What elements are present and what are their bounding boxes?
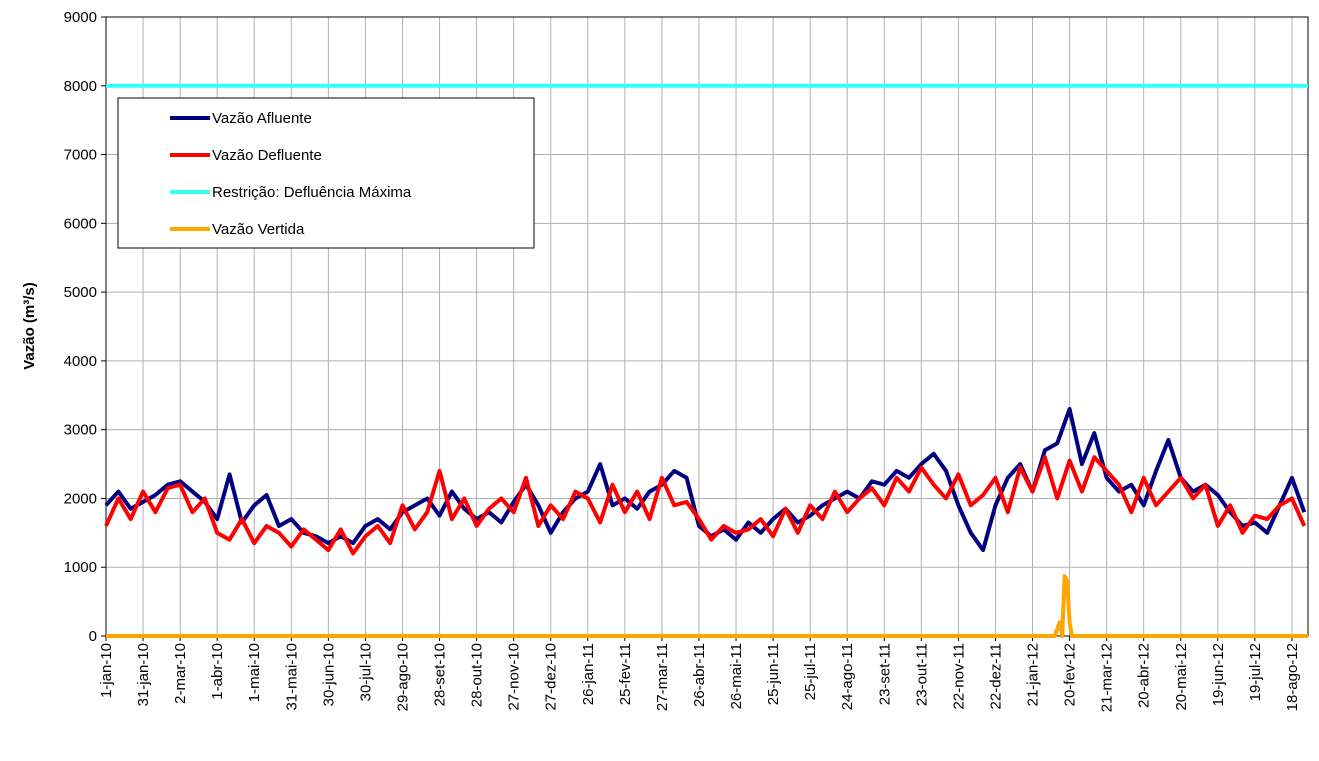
x-tick-label: 27-mar-11	[654, 643, 671, 711]
y-tick-label: 1000	[64, 559, 97, 576]
x-tick-label: 23-set-11	[876, 643, 893, 705]
x-tick-label: 19-jul-12	[1247, 643, 1264, 701]
y-tick-label: 7000	[64, 147, 97, 164]
y-tick-label: 9000	[64, 9, 97, 26]
y-tick-label: 8000	[64, 78, 97, 95]
y-tick-label: 4000	[64, 353, 97, 370]
x-tick-label: 26-abr-11	[691, 643, 708, 707]
x-tick-label: 30-jun-10	[320, 643, 337, 706]
x-tick-label: 27-nov-10	[506, 643, 523, 711]
x-tick-label: 31-mai-10	[283, 643, 300, 711]
x-tick-label: 25-jul-11	[802, 643, 819, 700]
x-tick-label: 28-out-10	[469, 643, 486, 707]
x-tick-label: 26-jan-11	[580, 643, 597, 705]
legend-box	[117, 97, 535, 249]
x-tick-label: 23-out-11	[913, 643, 930, 706]
x-tick-label: 1-jan-10	[98, 643, 115, 698]
x-tick-label: 20-fev-12	[1062, 643, 1079, 706]
legend-label: Restrição: Defluência Máxima	[212, 184, 412, 201]
y-tick-label: 5000	[64, 284, 97, 301]
x-tick-label: 22-nov-11	[950, 643, 967, 709]
x-tick-label: 24-ago-11	[839, 643, 856, 710]
x-tick-label: 2-mar-10	[172, 643, 189, 704]
x-tick-label: 26-mai-11	[728, 643, 745, 709]
series-line	[104, 455, 1307, 556]
x-tick-label: 1-mai-10	[246, 643, 263, 702]
x-tick-label: 30-jul-10	[357, 643, 374, 701]
x-tick-label: 25-fev-11	[617, 643, 634, 705]
legend-label: Vazão Defluente	[212, 147, 322, 164]
x-tick-label: 21-jan-12	[1025, 643, 1042, 706]
x-tick-label: 28-set-10	[432, 643, 449, 706]
y-axis-label: Vazão (m³/s)	[21, 282, 38, 370]
x-tick-label: 27-dez-10	[543, 643, 560, 711]
x-tick-label: 22-dez-11	[987, 643, 1004, 709]
y-tick-label: 6000	[64, 215, 97, 232]
y-tick-label: 2000	[64, 490, 97, 507]
x-tick-label: 18-ago-12	[1284, 643, 1301, 711]
x-tick-label: 21-mar-12	[1099, 643, 1116, 712]
x-tick-label: 20-abr-12	[1136, 643, 1153, 708]
x-tick-label: 31-jan-10	[135, 643, 152, 706]
x-tick-label: 29-ago-10	[394, 643, 411, 711]
y-tick-label: 0	[89, 628, 97, 645]
x-tick-label: 1-abr-10	[209, 643, 226, 700]
y-tick-label: 3000	[64, 422, 97, 439]
series-line	[106, 574, 1308, 638]
x-tick-label: 20-mai-12	[1173, 643, 1190, 711]
x-tick-label: 25-jun-11	[765, 643, 782, 705]
legend-label: Vazão Afluente	[212, 110, 312, 127]
x-tick-label: 19-jun-12	[1210, 643, 1227, 706]
legend-label: Vazão Vertida	[212, 221, 305, 238]
